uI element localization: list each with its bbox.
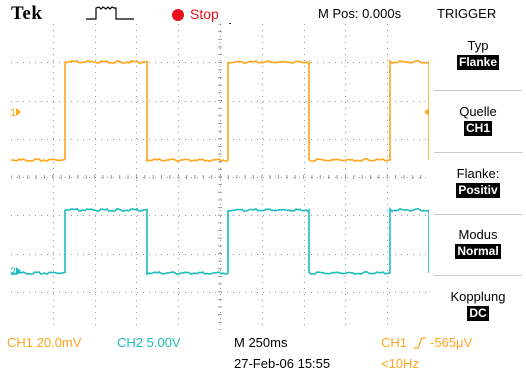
- menu-item-typ[interactable]: Typ Flanke: [430, 38, 526, 71]
- run-state-indicator-icon: [172, 9, 184, 21]
- ch2-ground-marker[interactable]: 2: [11, 266, 16, 278]
- waveform-graticule: 1 2: [11, 24, 429, 330]
- ch2-marker-arrow-icon: [16, 267, 21, 275]
- menu-item-flanke-label: Flanke:: [456, 166, 500, 181]
- menu-divider: [434, 90, 522, 91]
- brand-logo: Tek: [11, 3, 43, 24]
- run-state-label: Stop: [190, 6, 219, 22]
- menu-item-quelle-value: CH1: [463, 121, 492, 136]
- status-bar: Tek Stop M Pos: 0.000s TRIGGER: [0, 0, 526, 26]
- menu-item-modus-label: Modus: [458, 227, 498, 242]
- menu-title: TRIGGER: [437, 6, 497, 21]
- menu-item-typ-value: Flanke: [456, 55, 499, 70]
- trigger-level-arrow-icon: [424, 108, 429, 116]
- trigger-side-menu: Typ Flanke Quelle CH1 Flanke: Positiv Mo…: [430, 24, 526, 334]
- menu-item-flanke[interactable]: Flanke: Positiv: [430, 166, 526, 199]
- ch1-marker-arrow-icon: [16, 108, 21, 116]
- menu-item-typ-label: Typ: [467, 38, 489, 53]
- menu-item-quelle-label: Quelle: [459, 104, 497, 119]
- waveform-layer: [11, 59, 429, 276]
- ch2-scale-readout: CH2 5.00V: [117, 335, 181, 350]
- date-time-readout: 27-Feb-06 15:55: [234, 356, 331, 371]
- menu-item-quelle[interactable]: Quelle CH1: [430, 104, 526, 137]
- pulse-icon: [86, 6, 134, 20]
- menu-divider: [434, 152, 522, 153]
- menu-item-flanke-value: Positiv: [456, 183, 500, 198]
- menu-item-modus-value: Normal: [455, 244, 501, 259]
- menu-item-kopplung[interactable]: Kopplung DC: [430, 289, 526, 322]
- trigger-source-readout: CH1: [381, 335, 408, 350]
- trigger-frequency-readout: <10Hz: [381, 356, 419, 371]
- readout-bar: CH1 20.0mV CH2 5.00V M 250ms CH1 -565μV …: [0, 334, 526, 376]
- ch1-trace: [11, 59, 429, 163]
- ch2-trace: [11, 207, 429, 276]
- menu-item-kopplung-value: DC: [467, 306, 489, 321]
- rising-edge-icon: [414, 337, 426, 349]
- ch1-scale-readout: CH1 20.0mV: [7, 335, 82, 350]
- channel-markers: 1 2: [11, 107, 429, 278]
- horizontal-position-readout: M Pos: 0.000s: [318, 6, 402, 21]
- trigger-level-readout: -565μV: [430, 335, 473, 350]
- menu-item-kopplung-label: Kopplung: [450, 289, 506, 304]
- menu-divider: [434, 275, 522, 276]
- menu-item-modus[interactable]: Modus Normal: [430, 227, 526, 260]
- timebase-readout: M 250ms: [234, 335, 288, 350]
- ch1-ground-marker[interactable]: 1: [11, 107, 16, 119]
- menu-divider: [434, 214, 522, 215]
- graticule-grid: [11, 24, 429, 330]
